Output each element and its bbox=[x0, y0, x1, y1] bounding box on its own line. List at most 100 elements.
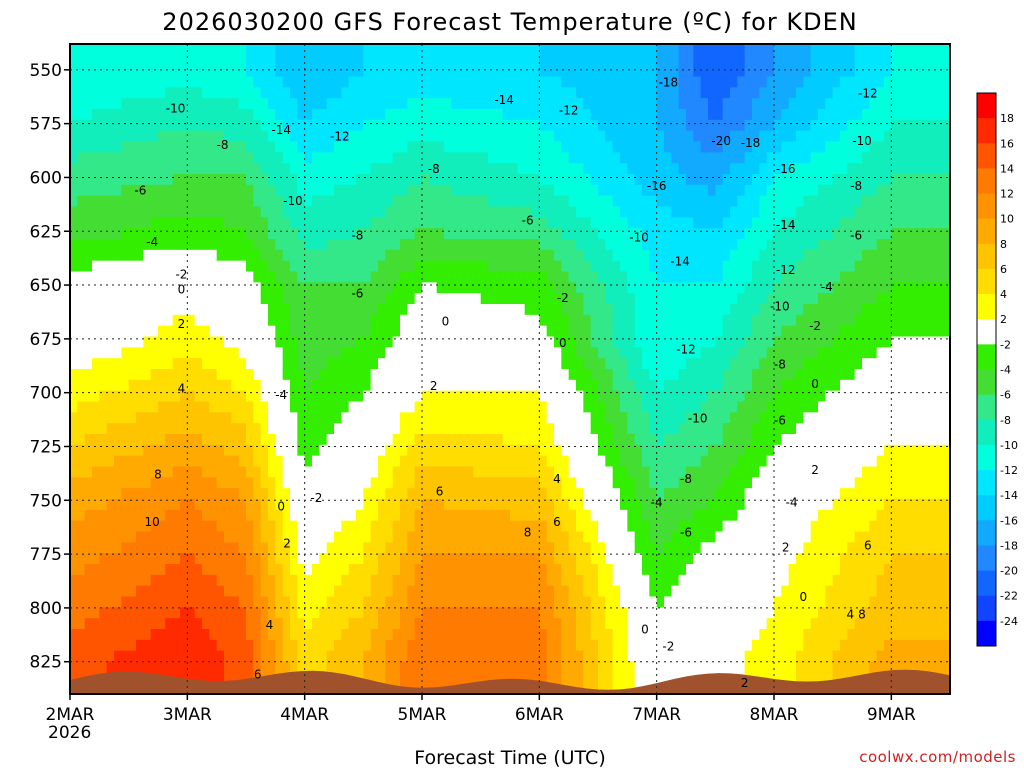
heatmap-cell bbox=[224, 249, 232, 262]
heatmap-cell bbox=[392, 444, 401, 457]
heatmap-cell bbox=[334, 152, 342, 164]
heatmap-cell bbox=[466, 249, 474, 262]
heatmap-cell bbox=[304, 455, 313, 468]
heatmap-cell bbox=[664, 574, 672, 587]
heatmap-cell bbox=[400, 184, 408, 197]
heatmap-cell bbox=[99, 379, 108, 392]
heatmap-cell bbox=[583, 206, 592, 218]
heatmap-cell bbox=[385, 98, 394, 110]
heatmap-cell bbox=[554, 76, 562, 88]
heatmap-cell bbox=[128, 401, 137, 413]
heatmap-cell bbox=[246, 564, 254, 576]
heatmap-cell bbox=[172, 379, 181, 392]
heatmap-cell bbox=[502, 553, 511, 565]
heatmap-cell bbox=[268, 358, 276, 370]
heatmap-cell bbox=[84, 152, 93, 164]
heatmap-cell bbox=[275, 260, 284, 273]
heatmap-cell bbox=[158, 629, 166, 641]
heatmap-cell bbox=[642, 141, 650, 153]
heatmap-cell bbox=[444, 369, 452, 381]
heatmap-cell bbox=[260, 163, 269, 175]
heatmap-cell bbox=[458, 217, 467, 229]
heatmap-cell bbox=[202, 607, 210, 619]
heatmap-cell bbox=[348, 282, 357, 294]
heatmap-cell bbox=[378, 499, 386, 511]
heatmap-cell bbox=[187, 304, 196, 316]
heatmap-cell bbox=[605, 130, 614, 143]
heatmap-cell bbox=[275, 228, 284, 240]
heatmap-cell bbox=[297, 141, 306, 153]
heatmap-cell bbox=[642, 314, 650, 327]
heatmap-cell bbox=[620, 639, 628, 652]
heatmap-cell bbox=[275, 488, 284, 500]
heatmap-cell bbox=[642, 163, 650, 175]
heatmap-cell bbox=[378, 54, 386, 67]
heatmap-cell bbox=[202, 650, 210, 663]
heatmap-cell bbox=[451, 174, 460, 186]
heatmap-cell bbox=[106, 87, 115, 99]
heatmap-cell bbox=[106, 390, 115, 403]
heatmap-cell bbox=[407, 336, 416, 348]
heatmap-cell bbox=[400, 260, 408, 273]
heatmap-cell bbox=[216, 109, 225, 121]
heatmap-cell bbox=[517, 629, 526, 641]
heatmap-cell bbox=[605, 607, 614, 619]
heatmap-cell bbox=[136, 347, 144, 359]
heatmap-cell bbox=[458, 509, 467, 522]
heatmap-cell bbox=[231, 369, 240, 381]
heatmap-cell bbox=[99, 239, 108, 251]
heatmap-cell bbox=[407, 54, 416, 67]
heatmap-cell bbox=[598, 650, 606, 663]
heatmap-cell bbox=[576, 574, 584, 587]
heatmap-cell bbox=[561, 423, 570, 435]
heatmap-cell bbox=[180, 141, 188, 153]
heatmap-cell bbox=[268, 65, 276, 78]
heatmap-cell bbox=[202, 629, 210, 641]
heatmap-cell bbox=[671, 184, 680, 197]
heatmap-cell bbox=[546, 325, 555, 338]
heatmap-cell bbox=[510, 314, 518, 327]
heatmap-cell bbox=[407, 217, 416, 229]
heatmap-cell bbox=[524, 455, 533, 468]
heatmap-cell bbox=[510, 54, 518, 67]
heatmap-cell bbox=[554, 455, 562, 468]
heatmap-cell bbox=[568, 217, 577, 229]
heatmap-cell bbox=[598, 174, 606, 186]
heatmap-cell bbox=[312, 379, 320, 392]
heatmap-cell bbox=[546, 54, 555, 67]
heatmap-cell bbox=[583, 466, 592, 478]
heatmap-cell bbox=[524, 314, 533, 327]
heatmap-cell bbox=[275, 412, 284, 424]
heatmap-cell bbox=[84, 239, 93, 251]
heatmap-cell bbox=[385, 466, 394, 478]
heatmap-cell bbox=[114, 423, 122, 435]
heatmap-cell bbox=[158, 509, 166, 522]
heatmap-cell bbox=[385, 44, 394, 56]
heatmap-cell bbox=[458, 65, 467, 78]
heatmap-cell bbox=[282, 466, 291, 478]
heatmap-cell bbox=[194, 44, 203, 56]
heatmap-cell bbox=[92, 152, 100, 164]
heatmap-cell bbox=[290, 618, 298, 630]
heatmap-cell bbox=[605, 76, 614, 88]
heatmap-cell bbox=[334, 412, 342, 424]
heatmap-cell bbox=[187, 423, 196, 435]
heatmap-cell bbox=[297, 44, 306, 56]
heatmap-cell bbox=[319, 206, 328, 218]
heatmap-cell bbox=[70, 553, 78, 565]
heatmap-cell bbox=[436, 466, 445, 478]
heatmap-cell bbox=[627, 336, 636, 348]
heatmap-cell bbox=[627, 369, 636, 381]
heatmap-cell bbox=[268, 239, 276, 251]
heatmap-cell bbox=[532, 44, 540, 56]
heatmap-cell bbox=[128, 109, 137, 121]
heatmap-cell bbox=[378, 336, 386, 348]
heatmap-cell bbox=[671, 163, 680, 175]
heatmap-cell bbox=[150, 434, 159, 446]
heatmap-cell bbox=[510, 574, 518, 587]
heatmap-cell bbox=[363, 130, 372, 143]
heatmap-cell bbox=[84, 477, 93, 489]
heatmap-cell bbox=[165, 65, 174, 78]
heatmap-cell bbox=[620, 184, 628, 197]
heatmap-cell bbox=[436, 119, 445, 132]
